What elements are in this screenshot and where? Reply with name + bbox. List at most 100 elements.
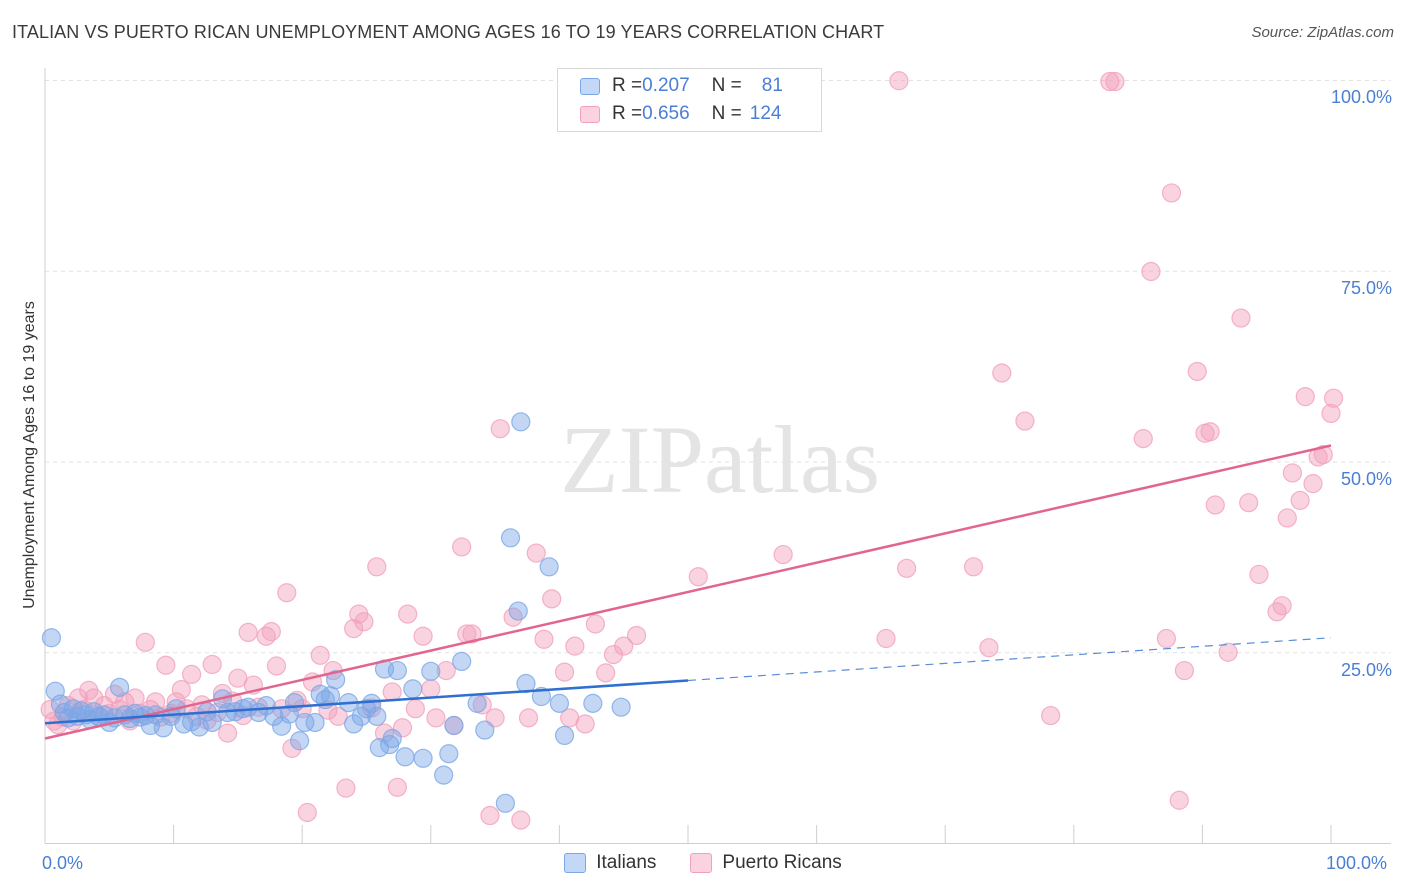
puerto-ricans-point <box>626 625 647 646</box>
puerto-ricans-point <box>511 810 531 830</box>
italians-point <box>153 718 173 738</box>
italians-point <box>583 693 603 713</box>
puerto-ricans-point <box>1015 411 1035 431</box>
puerto-ricans-point <box>889 71 909 91</box>
puerto-ricans-point <box>1321 403 1341 424</box>
puerto-ricans-point <box>963 557 984 577</box>
italians-point <box>189 717 209 737</box>
puerto-ricans-point <box>485 708 505 728</box>
italians-points <box>41 412 631 813</box>
legend-label-puerto-ricans: Puerto Ricans <box>722 852 842 873</box>
puerto-ricans-point <box>1200 422 1220 442</box>
italians-point <box>272 716 292 736</box>
legend: Italians Puerto Ricans <box>0 852 1406 874</box>
italians-point <box>395 747 415 767</box>
puerto-ricans-point <box>1156 628 1176 649</box>
stats-row-italians: R = 0.207 N = 81 <box>580 73 783 99</box>
puerto-ricans-point <box>554 662 575 682</box>
puerto-ricans-point <box>1303 474 1323 494</box>
italians-point <box>500 528 521 548</box>
puerto-ricans-point <box>182 664 202 684</box>
puerto-ricans-point <box>575 714 595 734</box>
puerto-ricans-point <box>84 688 104 708</box>
stats-box: R = 0.207 N = 81 R = 0.656 N = 124 <box>557 68 822 132</box>
grid-lines <box>45 80 1391 654</box>
italians-point <box>444 715 464 736</box>
puerto-ricans-point <box>336 778 356 798</box>
stats-row-puerto-ricans: R = 0.656 N = 124 <box>580 101 781 127</box>
legend-item-puerto-ricans: Puerto Ricans <box>690 852 842 874</box>
puerto-ricans-point <box>421 679 441 699</box>
puerto-ricans-trend-line <box>44 444 1332 740</box>
puerto-ricans-point <box>992 363 1012 383</box>
italians-swatch <box>580 77 600 95</box>
puerto-ricans-point <box>897 558 917 578</box>
r-label: R = <box>612 103 643 124</box>
puerto-ricans-point <box>534 629 554 649</box>
puerto-ricans-point <box>462 624 482 644</box>
italians-trend-extension <box>687 637 1332 682</box>
puerto-ricans-point <box>1323 388 1344 408</box>
puerto-ricans-point <box>426 708 446 728</box>
puerto-ricans-point <box>480 805 500 826</box>
puerto-ricans-point <box>1141 261 1161 282</box>
italians-point <box>295 712 315 733</box>
legend-swatch-puerto-ricans <box>690 853 713 873</box>
puerto-ricans-point <box>1290 490 1310 511</box>
y-tick-label-100: 100.0% <box>1330 87 1392 107</box>
puerto-ricans-point <box>1105 71 1125 92</box>
italians-point <box>539 557 559 577</box>
puerto-ricans-point <box>518 708 539 728</box>
puerto-ricans-point <box>1277 508 1297 528</box>
puerto-ricans-point <box>413 626 433 646</box>
italians-point <box>495 793 515 813</box>
italians-point <box>284 693 305 713</box>
italians-point <box>356 699 377 719</box>
puerto-ricans-point <box>1133 429 1153 449</box>
r-label: R = <box>612 75 643 96</box>
italians-point <box>467 693 487 713</box>
puerto-ricans-point <box>297 802 317 823</box>
puerto-ricans-point <box>1231 308 1251 328</box>
puerto-ricans-point <box>310 645 330 665</box>
italians-point <box>421 661 441 681</box>
italians-point <box>531 686 551 707</box>
watermark: ZIPatlas <box>560 406 880 513</box>
puerto-ricans-point <box>614 636 634 656</box>
puerto-ricans-point <box>436 660 456 681</box>
italians-point <box>611 697 631 717</box>
italians-point <box>109 677 130 697</box>
puerto-ricans-point <box>156 655 176 675</box>
y-tick-label-25: 25.0% <box>1340 660 1392 680</box>
italians-point <box>305 712 325 733</box>
legend-item-italians: Italians <box>564 852 656 874</box>
r-value: 0.656 <box>642 103 690 124</box>
puerto-ricans-point <box>171 680 191 700</box>
italians-trend-line <box>44 679 689 725</box>
r-value: 0.207 <box>642 75 690 96</box>
puerto-ricans-point <box>542 589 562 609</box>
chart-title: ITALIAN VS PUERTO RICAN UNEMPLOYMENT AMO… <box>12 22 885 42</box>
italians-point <box>279 704 299 724</box>
n-label: N = <box>711 103 742 124</box>
x-tick-label-min: 0.0% <box>42 853 84 873</box>
puerto-ricans-point <box>387 777 407 797</box>
italians-point <box>439 744 459 764</box>
puerto-ricans-point <box>1187 361 1207 382</box>
puerto-ricans-point <box>238 622 258 643</box>
puerto-ricans-point <box>367 557 387 577</box>
italians-point <box>387 660 407 681</box>
puerto-ricans-point <box>266 656 287 676</box>
italians-point <box>310 684 330 704</box>
puerto-ricans-point <box>565 636 585 656</box>
italians-point <box>511 412 531 432</box>
puerto-ricans-point <box>1272 596 1292 616</box>
puerto-ricans-point <box>1218 642 1238 662</box>
puerto-ricans-point <box>585 614 606 634</box>
puerto-ricans-point <box>1282 463 1303 483</box>
puerto-ricans-point <box>218 723 238 743</box>
trend-lines <box>44 444 1332 740</box>
puerto-ricans-point <box>1249 564 1269 585</box>
italians-point <box>516 673 536 694</box>
italians-point <box>475 720 495 740</box>
